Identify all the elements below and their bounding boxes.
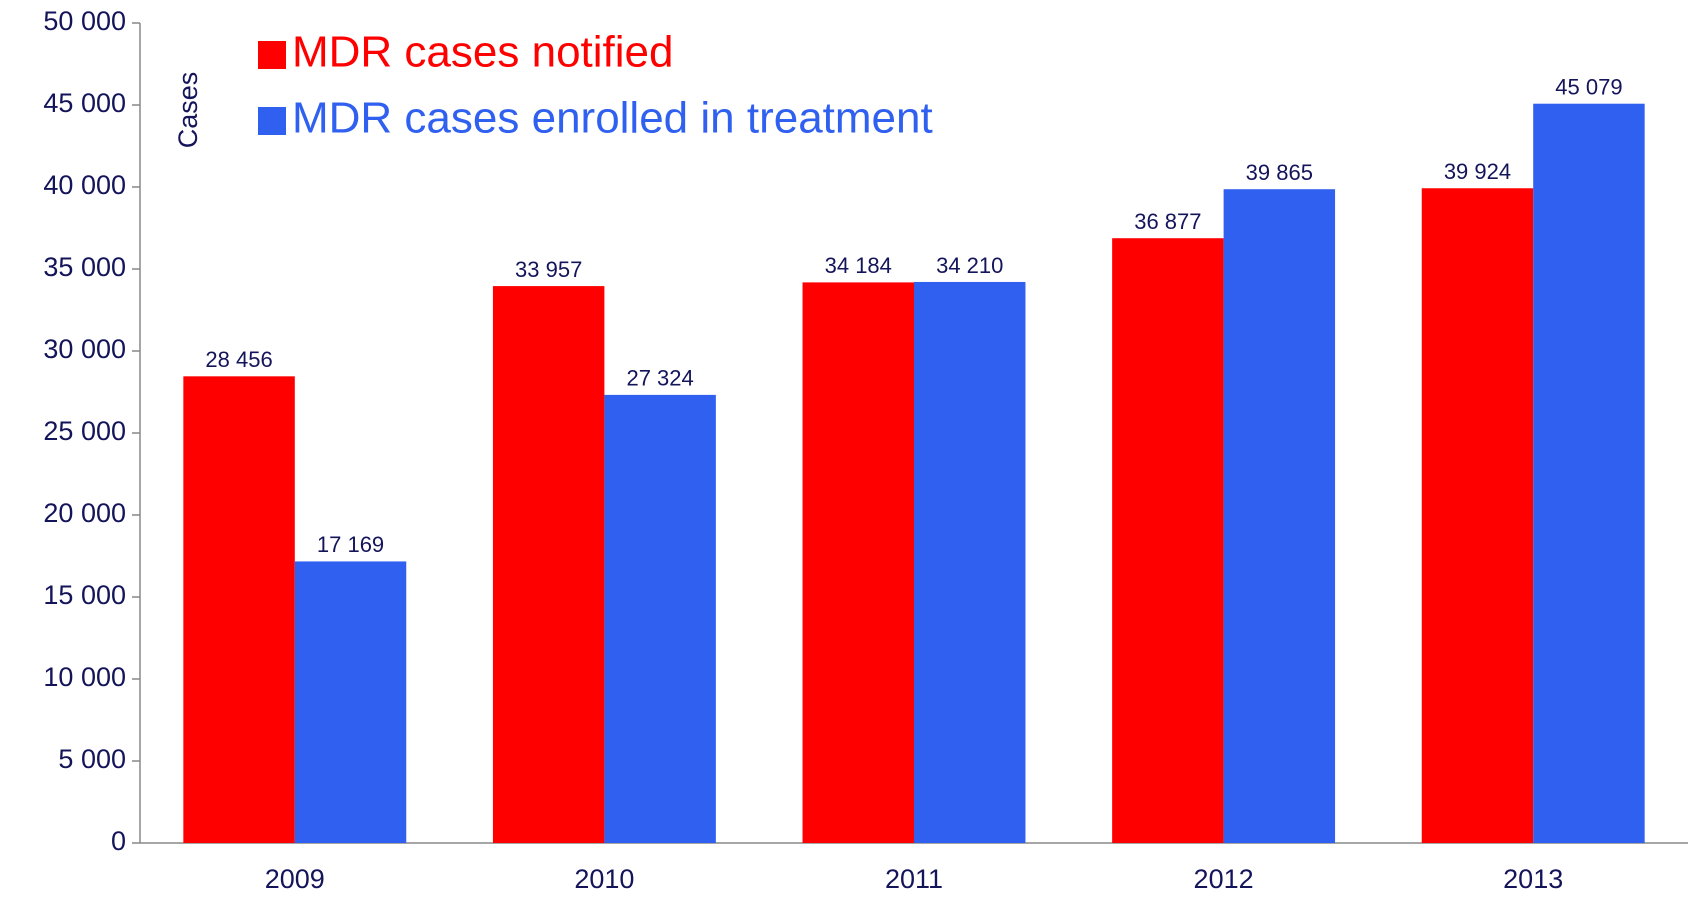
legend-swatch	[258, 41, 286, 69]
x-tick-label: 2012	[1194, 864, 1254, 894]
y-tick-label: 10 000	[43, 662, 126, 692]
bar	[1223, 189, 1336, 844]
x-tick-label: 2011	[885, 864, 943, 894]
legend-label: MDR cases enrolled in treatment	[292, 94, 933, 143]
value-label: 17 169	[317, 532, 384, 557]
value-label: 45 079	[1555, 75, 1622, 100]
bar	[802, 282, 914, 843]
value-label: 39 865	[1246, 160, 1313, 185]
y-tick-label: 30 000	[43, 334, 126, 364]
y-tick-label: 50 000	[43, 6, 126, 36]
bar	[492, 286, 605, 843]
y-tick-label: 25 000	[43, 416, 126, 446]
y-axis-label: Cases	[173, 72, 203, 149]
x-tick-label: 2010	[574, 864, 634, 894]
y-tick-label: 0	[111, 826, 126, 856]
value-label: 36 877	[1134, 209, 1201, 234]
bar	[183, 376, 295, 843]
x-tick-label: 2009	[265, 864, 325, 894]
y-tick-label: 40 000	[43, 170, 126, 200]
y-tick-label: 5 000	[58, 744, 126, 774]
value-label: 34 210	[936, 253, 1003, 278]
bar	[604, 394, 716, 843]
value-label: 34 184	[825, 253, 892, 278]
legend-swatch	[258, 107, 286, 135]
value-label: 39 924	[1444, 159, 1511, 184]
bar	[914, 281, 1026, 843]
bar	[294, 561, 407, 843]
value-label: 33 957	[515, 257, 582, 282]
y-tick-label: 20 000	[43, 498, 126, 528]
y-tick-label: 15 000	[43, 580, 126, 610]
x-tick-label: 2013	[1503, 864, 1563, 894]
bar	[1533, 103, 1645, 843]
y-tick-label: 45 000	[43, 88, 126, 118]
y-tick-label: 35 000	[43, 252, 126, 282]
legend-label: MDR cases notified	[292, 28, 673, 77]
value-label: 28 456	[205, 347, 272, 372]
value-label: 27 324	[626, 366, 693, 391]
bar	[1421, 188, 1534, 843]
bar	[1112, 238, 1224, 844]
